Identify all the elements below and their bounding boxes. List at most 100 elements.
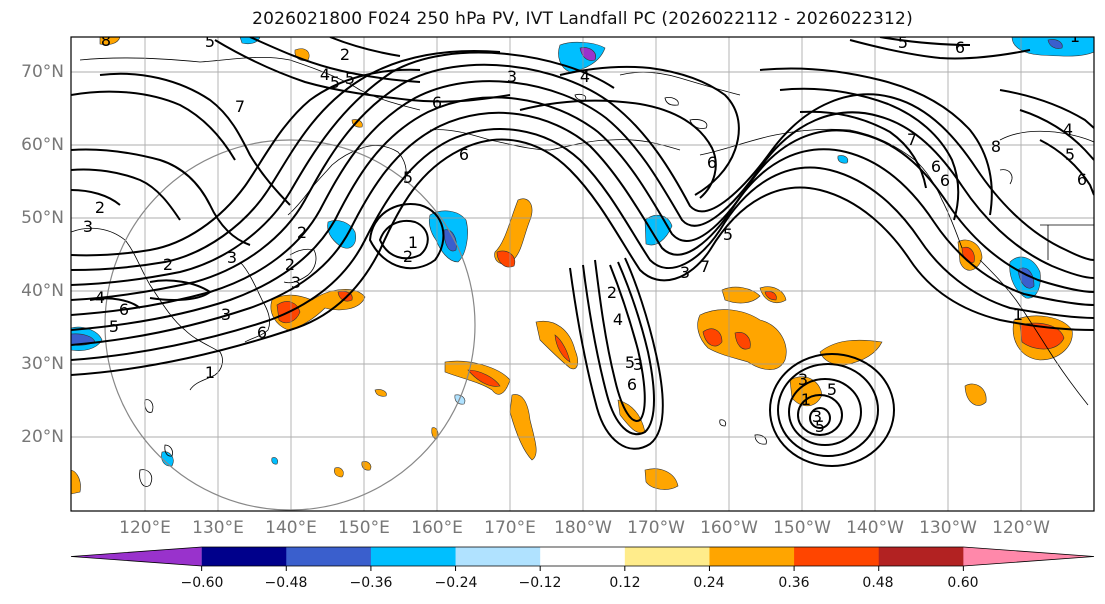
lon-label: 150°E (338, 518, 390, 538)
lat-label: 30°N (21, 354, 64, 374)
contour-label: 6 (707, 153, 717, 172)
colorbar-swatch (963, 547, 1094, 566)
contour-label: 3 (83, 217, 93, 236)
colorbar-tick-label: −0.24 (434, 575, 478, 591)
contour-label: 2 (340, 45, 350, 64)
contour-label: 6 (931, 157, 941, 176)
contour-label: 4 (95, 288, 105, 307)
contour-label: 5 (345, 69, 355, 88)
colorbar-swatch (286, 547, 372, 566)
contour-label: 3 (812, 407, 822, 426)
colorbar-swatch (71, 547, 202, 566)
colorbar-swatch (370, 547, 457, 566)
colorbar-swatch (624, 547, 710, 566)
positive-shading (71, 37, 1073, 495)
lon-label: 160°E (411, 518, 463, 538)
contour-label: 2 (285, 255, 295, 274)
colorbar-tick-label: 0.36 (778, 575, 810, 591)
contour-label: 1 (801, 390, 811, 409)
plot-frame (70, 36, 1095, 512)
lon-label: 120°E (119, 518, 171, 538)
contour-label: 5 (109, 317, 119, 336)
contour-label: 5 (898, 33, 908, 52)
colorbar-tick-label: 0.24 (693, 575, 725, 591)
lat-label: 50°N (21, 208, 64, 228)
colorbar-tick-label: −0.48 (264, 575, 308, 591)
negative-shading (71, 37, 1094, 467)
lon-label: 160°W (700, 518, 758, 538)
colorbar-tick-label: 0.60 (947, 575, 979, 591)
colorbar (70, 546, 1095, 571)
contour-label: 5 (403, 168, 413, 187)
lon-label: 120°W (992, 518, 1050, 538)
contour-label: 4 (580, 67, 590, 86)
colorbar-swatch (540, 547, 626, 566)
colorbar-tick-label: 0.12 (609, 575, 641, 591)
lon-label: 130°E (192, 518, 244, 538)
contour-label: 3 (633, 355, 643, 374)
lon-label: 150°W (773, 518, 831, 538)
lat-label: 70°N (21, 62, 64, 82)
contour-label: 3 (291, 273, 301, 292)
lon-label: 140°E (265, 518, 317, 538)
contour-label: 6 (627, 375, 637, 394)
contour-label: 3 (798, 370, 808, 389)
contour-label: 5 (815, 417, 825, 436)
contour-label: 1 (1070, 27, 1080, 46)
lon-label: 140°W (846, 518, 904, 538)
plot-area (71, 37, 1094, 511)
lat-label: 40°N (21, 281, 64, 301)
contour-label: 1 (408, 233, 418, 252)
contour-label: 4 (1063, 120, 1073, 139)
contour-label: 6 (459, 145, 469, 164)
contour-label: 5 (205, 32, 215, 51)
contour-label: 3 (680, 263, 690, 282)
contour-label: 4 (613, 310, 623, 329)
lon-label: 170°W (627, 518, 685, 538)
contour-label: 6 (432, 93, 442, 112)
contour-label: 5 (1065, 145, 1075, 164)
lon-label: 130°W (919, 518, 977, 538)
contour-labels: 8 2 4 5 3 5 7 6 4 5 6 2 3 2 4 6 5 3 6 1 … (83, 27, 1087, 436)
colorbar-tick-label: −0.60 (180, 575, 224, 591)
contour-label: 8 (101, 31, 111, 50)
contour-label: 6 (940, 171, 950, 190)
contour-label: 5 (827, 380, 837, 399)
contour-label: 5 (625, 353, 635, 372)
lat-label: 20°N (21, 427, 64, 447)
contour-label: 1 (205, 363, 215, 382)
radius-circle (104, 139, 476, 511)
colorbar-swatch (709, 547, 795, 566)
contour-label: 7 (235, 97, 245, 116)
colorbar-swatch (455, 547, 541, 566)
lon-label: 180°W (554, 518, 612, 538)
contour-label: 8 (991, 137, 1001, 156)
colorbar-swatch (201, 547, 287, 566)
contour-label: 6 (1077, 170, 1087, 189)
contour-label: 2 (607, 283, 617, 302)
lat-label: 60°N (21, 135, 64, 155)
contour-label: 6 (119, 300, 129, 319)
contour-label: 3 (221, 305, 231, 324)
contour-label: 5 (723, 225, 733, 244)
contour-label: 2 (403, 247, 413, 266)
colorbar-swatch (878, 547, 964, 566)
contour-label: 2 (297, 223, 307, 242)
colorbar-tick-label: 0.48 (862, 575, 894, 591)
gridlines (71, 37, 1094, 511)
contour-label: 4 (320, 65, 330, 84)
contour-label: 3 (507, 67, 517, 86)
contour-label: 6 (257, 323, 267, 342)
colorbar-tick-label: −0.12 (518, 575, 562, 591)
contour-label: 7 (700, 257, 710, 276)
colorbar-tick-label: −0.36 (349, 575, 393, 591)
contour-label: 2 (163, 255, 173, 274)
colorbar-swatch (794, 547, 880, 566)
pv-contours (71, 37, 1094, 467)
contour-label: 3 (227, 248, 237, 267)
contour-label: 5 (330, 73, 340, 92)
contour-label: 7 (907, 130, 917, 149)
plot-title: 2026021800 F024 250 hPa PV, IVT Landfall… (252, 9, 913, 29)
contour-label: 6 (955, 38, 965, 57)
